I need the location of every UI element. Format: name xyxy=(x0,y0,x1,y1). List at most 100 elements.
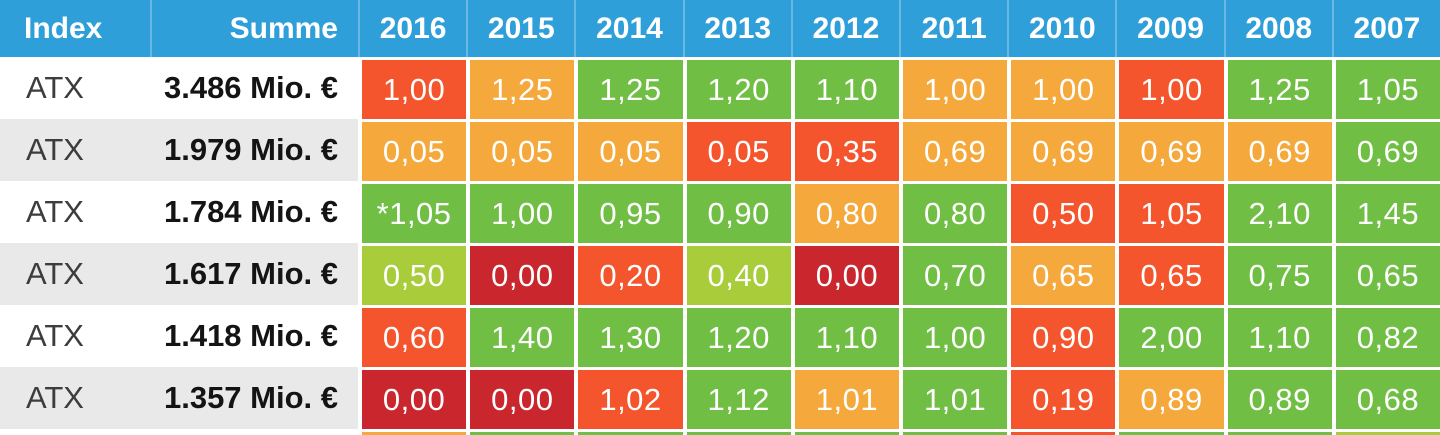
year-column-header-2007: 2007 xyxy=(1331,0,1440,57)
value-cell-2015: 0,05 xyxy=(466,122,575,181)
year-column-header-2012: 2012 xyxy=(790,0,899,57)
value-cell-2008: 1,10 xyxy=(1223,308,1332,367)
value-cell-2015: 1,00 xyxy=(466,184,575,243)
value-cell-2009: 2,00 xyxy=(1115,308,1224,367)
row-index-value: ATX xyxy=(0,243,150,305)
value-cell-2016: 0,60 xyxy=(358,308,467,367)
value-cell-2010: 0,19 xyxy=(1007,370,1116,429)
year-column-header-2016: 2016 xyxy=(358,0,466,57)
row-index-value: ATX xyxy=(0,181,150,243)
value-cell-2009: 0,65 xyxy=(1115,246,1224,305)
value-cell-2015 xyxy=(466,432,575,435)
table-row: ATX 1.784 Mio. € *1,05 1,00 0,95 0,90 0,80 0,80… xyxy=(0,181,1440,243)
value-cell-2010: 0,90 xyxy=(1007,308,1116,367)
value-cell-2016: 0,00 xyxy=(358,370,467,429)
year-column-header-2013: 2013 xyxy=(682,0,791,57)
value-cell-2015: 1,25 xyxy=(466,60,575,119)
value-cell-2013: 0,40 xyxy=(682,246,791,305)
value-cell-2009: 1,05 xyxy=(1115,184,1224,243)
value-cell-2014: 1,02 xyxy=(574,370,683,429)
value-cell-2011: 0,69 xyxy=(899,122,1008,181)
row-summe-value: 1.979 Mio. € xyxy=(150,119,358,181)
table-row: ATX 3.486 Mio. €1,00 1,25 1,25 1,20 1,10 1,00 1… xyxy=(0,57,1440,119)
row-summe-value: 1.784 Mio. € xyxy=(150,181,358,243)
value-cell-2011: 1,01 xyxy=(899,370,1008,429)
value-cell-2007: 0,68 xyxy=(1331,370,1440,429)
table-row: ATX 1.979 Mio. €0,05 0,05 0,05 0,05 0,35 0,69 0… xyxy=(0,119,1440,181)
value-cell-2012: 0,80 xyxy=(790,184,900,243)
value-cell-2009: 0,69 xyxy=(1115,122,1224,181)
value-cell-2014: 1,30 xyxy=(574,308,683,367)
value-cell-2016 xyxy=(358,432,467,435)
row-index-value: ATX xyxy=(0,367,150,429)
value-cell-2007: 1,05 xyxy=(1331,60,1440,119)
value-cell-2008: 2,10 xyxy=(1223,184,1332,243)
value-cell-2016: *1,05 xyxy=(358,184,467,243)
value-cell-2015: 0,00 xyxy=(466,246,575,305)
year-column-header-2008: 2008 xyxy=(1223,0,1332,57)
row-summe-value: 1.357 Mio. € xyxy=(150,367,358,429)
index-column-header: Index xyxy=(24,11,103,45)
year-column-header-2011: 2011 xyxy=(899,0,1007,57)
value-cell-2013: 1,20 xyxy=(682,308,791,367)
value-cell-2008: 1,25 xyxy=(1223,60,1332,119)
value-cell-2009: 0,89 xyxy=(1115,370,1224,429)
value-cell-2011: 0,70 xyxy=(899,246,1008,305)
value-cell-2013: 1,20 xyxy=(682,60,791,119)
value-cell-2014 xyxy=(574,432,683,435)
value-cell-2012: 1,01 xyxy=(790,370,900,429)
value-cell-2011 xyxy=(899,432,1008,435)
table-row: ATX 1.357 Mio. €0,00 0,00 1,02 1,12 1,01 1,01 0… xyxy=(0,367,1440,429)
year-column-header-2010: 2010 xyxy=(1007,0,1115,57)
row-index-value: ATX xyxy=(0,305,150,367)
value-cell-2013 xyxy=(682,432,791,435)
table-header-row: Index Summe 2016 2015 2014 2013 2012 2011 2010… xyxy=(0,0,1440,57)
year-column-header-2014: 2014 xyxy=(574,0,682,57)
value-cell-2007: 0,69 xyxy=(1331,122,1440,181)
value-cell-2009 xyxy=(1115,432,1224,435)
row-summe-value: 3.486 Mio. € xyxy=(150,57,358,119)
value-cell-2009: 1,00 xyxy=(1115,60,1224,119)
value-cell-2010: 1,00 xyxy=(1007,60,1116,119)
value-cell-2008 xyxy=(1223,432,1332,435)
value-cell-2007: 1,45 xyxy=(1331,184,1440,243)
value-cell-2013: 0,90 xyxy=(682,184,791,243)
value-cell-2012: 0,35 xyxy=(790,122,900,181)
row-index-value xyxy=(0,429,150,435)
value-cell-2014: 1,25 xyxy=(574,60,683,119)
value-cell-2012: 1,10 xyxy=(790,60,900,119)
row-summe-value: 1.418 Mio. € xyxy=(150,305,358,367)
value-cell-2011: 0,80 xyxy=(899,184,1008,243)
row-index-value: ATX xyxy=(0,119,150,181)
value-cell-2012: 0,00 xyxy=(790,246,900,305)
value-cell-2014: 0,95 xyxy=(574,184,683,243)
value-cell-2008: 0,89 xyxy=(1223,370,1332,429)
value-cell-2016: 1,00 xyxy=(358,60,467,119)
value-cell-2012 xyxy=(790,432,900,435)
row-summe-value xyxy=(150,429,358,435)
value-cell-2015: 0,00 xyxy=(466,370,575,429)
value-cell-2011: 1,00 xyxy=(899,60,1008,119)
value-cell-2010 xyxy=(1007,432,1116,435)
value-cell-2012: 1,10 xyxy=(790,308,900,367)
value-cell-2010: 0,50 xyxy=(1007,184,1116,243)
table-row: ATX 1.418 Mio. €0,60 1,40 1,30 1,20 1,10 1,00 0… xyxy=(0,305,1440,367)
value-cell-2013: 1,12 xyxy=(682,370,791,429)
summe-column-header: Summe xyxy=(150,0,358,57)
value-cell-2011: 1,00 xyxy=(899,308,1008,367)
table-row: ATX 1.617 Mio. €0,50 0,00 0,20 0,40 0,00 0,70 0… xyxy=(0,243,1440,305)
table-row-partial xyxy=(0,429,1440,435)
value-cell-2015: 1,40 xyxy=(466,308,575,367)
value-cell-2010: 0,69 xyxy=(1007,122,1116,181)
year-column-header-2015: 2015 xyxy=(466,0,574,57)
value-cell-2007: 0,82 xyxy=(1331,308,1440,367)
value-cell-2007: 0,65 xyxy=(1331,246,1440,305)
value-cell-2013: 0,05 xyxy=(682,122,791,181)
value-cell-2016: 0,50 xyxy=(358,246,467,305)
row-summe-value: 1.617 Mio. € xyxy=(150,243,358,305)
table-body: ATX 3.486 Mio. €1,00 1,25 1,25 1,20 1,10 1,00 1… xyxy=(0,57,1440,435)
value-cell-2008: 0,75 xyxy=(1223,246,1332,305)
value-cell-2014: 0,05 xyxy=(574,122,683,181)
value-cell-2016: 0,05 xyxy=(358,122,467,181)
